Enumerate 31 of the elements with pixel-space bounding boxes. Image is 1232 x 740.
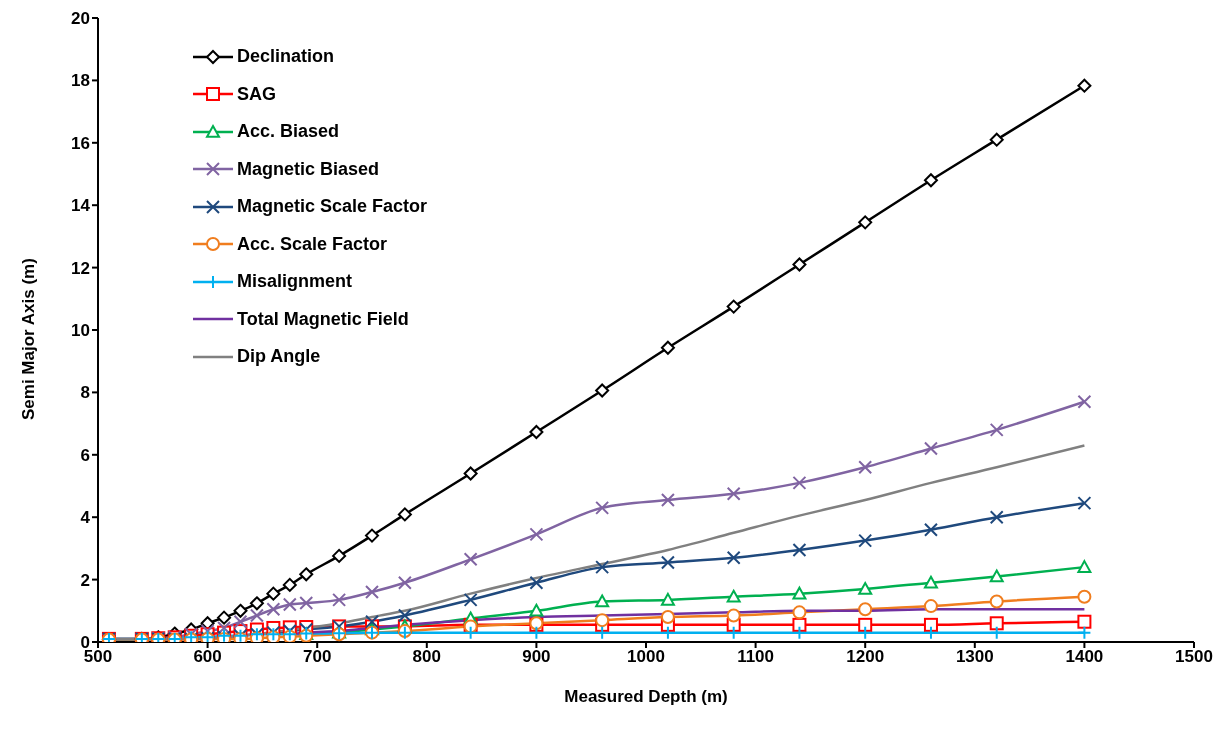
x-axis-title: Measured Depth (m) [564,687,728,706]
legend-label: Misalignment [237,271,353,293]
x-tick-label: 1400 [1065,647,1104,667]
y-tick-label: 4 [80,508,91,528]
x-tick-label: 600 [193,647,222,667]
y-tick-label: 10 [71,321,90,341]
x-tick-label: 1200 [846,647,885,667]
y-tick-label: 18 [71,71,90,91]
legend-label: Magnetic Scale Factor [237,196,428,218]
y-tick-label: 8 [80,383,90,403]
y-tick-label: 2 [80,570,90,590]
y-tick-label: 20 [71,9,90,29]
y-tick-label: 6 [80,445,90,465]
y-tick-label: 16 [71,133,90,153]
legend-label: Magnetic Biased [237,158,380,180]
y-tick-label: 12 [71,258,90,278]
x-tick-label: 900 [522,647,551,667]
legend-label: Declination [237,46,335,68]
y-axis-title: Semi Major Axis (m) [19,258,39,420]
legend-label: Acc. Biased [237,121,340,143]
legend-label: SAG [237,83,277,105]
x-tick-label: 1100 [737,647,775,667]
legend-label: Total Magnetic Field [237,308,409,330]
legend-label: Dip Angle [237,346,321,368]
x-tick-label: 1500 [1175,647,1213,667]
legend-label: Acc. Scale Factor [237,233,388,255]
x-tick-label: 700 [303,647,332,667]
x-tick-label: 800 [412,647,441,667]
x-tick-label: 1300 [955,647,994,667]
y-tick-label: 14 [71,196,91,216]
x-tick-label: 1000 [627,647,665,667]
